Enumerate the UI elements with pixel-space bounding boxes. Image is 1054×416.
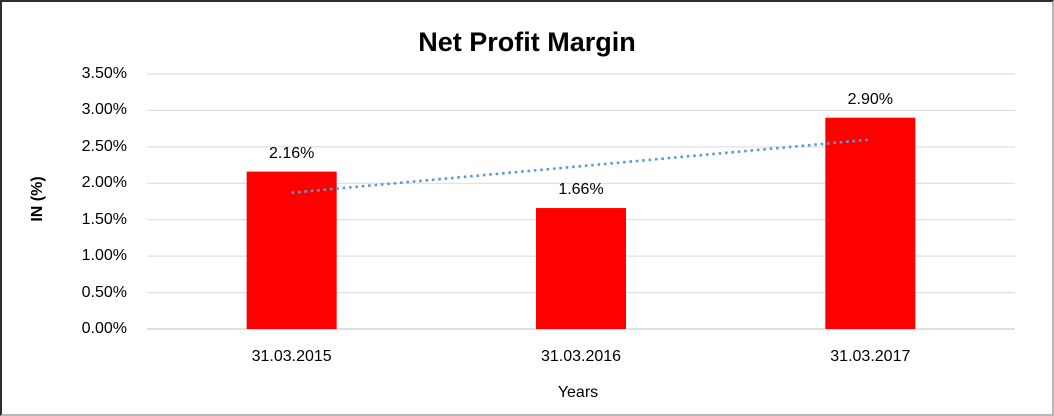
y-tick-label: 3.50%	[81, 65, 127, 82]
y-tick-label: 1.50%	[81, 210, 127, 228]
chart-title: Net Profit Margin	[418, 27, 636, 57]
x-category-label: 31.03.2017	[830, 348, 911, 365]
y-tick-label: 3.00%	[81, 101, 127, 119]
y-tick-label: 2.50%	[81, 137, 127, 155]
bar-31.03.2016	[536, 208, 626, 329]
data-label: 2.16%	[268, 144, 315, 162]
data-label: 2.90%	[847, 90, 894, 108]
y-tick-label: 1.00%	[81, 247, 127, 265]
x-axis-title: Years	[557, 384, 599, 401]
bar-31.03.2015	[246, 171, 337, 329]
data-label: 1.66%	[558, 181, 604, 199]
bar-31.03.2017	[825, 117, 916, 329]
trendline	[291, 138, 871, 195]
x-category-label: 31.03.2016	[540, 348, 622, 365]
y-tick-label: 0.50%	[81, 283, 127, 301]
x-category-label: 31.03.2015	[251, 348, 332, 365]
y-tick-label: 2.00%	[81, 174, 127, 192]
y-tick-label: 0.00%	[81, 320, 127, 337]
